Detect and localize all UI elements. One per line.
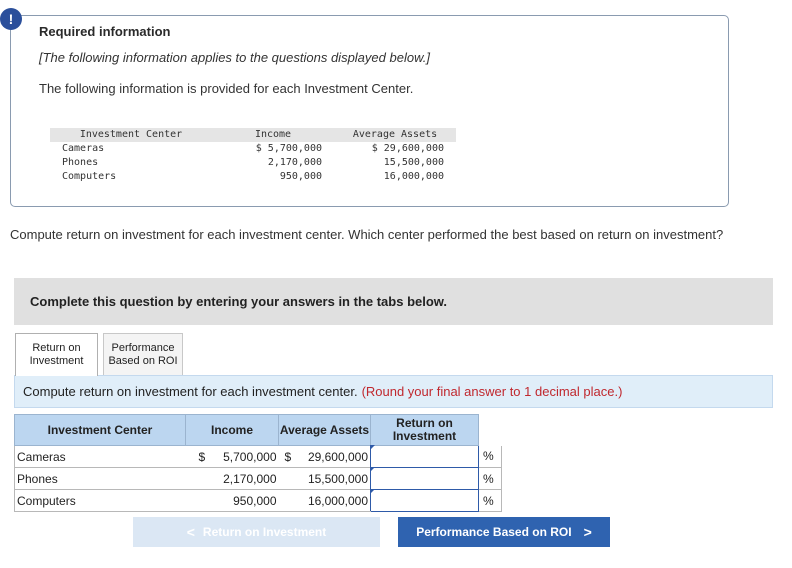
info-cell-name: Cameras — [62, 143, 105, 154]
row-income: $5,700,000 — [185, 445, 279, 468]
info-cell-income: $ 5,700,000 — [255, 143, 322, 154]
next-tab-button[interactable]: Performance Based on ROI > — [398, 517, 610, 547]
previous-tab-button[interactable]: < Return on Investment — [133, 517, 380, 547]
roi-input-cameras[interactable] — [371, 447, 478, 466]
table-row: Cameras $5,700,000 $29,600,000 % — [14, 445, 502, 468]
roi-input-cell — [370, 445, 479, 468]
row-assets: $29,600,000 — [278, 445, 371, 468]
tab-label-line2: Investment — [29, 355, 84, 367]
info-cell-income: 950,000 — [279, 171, 322, 182]
required-info-note: [The following information applies to th… — [39, 50, 430, 65]
previous-tab-label: Return on Investment — [202, 525, 327, 539]
tab-label-line1: Return on — [32, 342, 81, 354]
required-info-panel — [10, 15, 729, 207]
answer-table: Investment Center Income Average Assets … — [14, 414, 502, 512]
instruction-bar: Compute return on investment for each in… — [14, 375, 773, 408]
table-row: Computers 950,000 16,000,000 % — [14, 489, 502, 512]
assets-value: 29,600,000 — [307, 449, 368, 464]
header-roi-line1: Return on — [396, 416, 453, 430]
assets-value: 16,000,000 — [307, 493, 368, 508]
tab-label-line2: Based on ROI — [108, 354, 178, 367]
roi-input-computers[interactable] — [371, 491, 478, 510]
info-table-header: Investment Center Income Average Assets — [50, 128, 456, 142]
input-flag-icon — [370, 445, 375, 450]
row-assets: 15,500,000 — [278, 467, 371, 490]
roi-input-cell — [370, 467, 479, 490]
row-income: 2,170,000 — [185, 467, 279, 490]
info-data-table: Investment Center Income Average Assets … — [50, 128, 456, 184]
tab-performance-based-on-roi[interactable]: Performance Based on ROI — [103, 333, 183, 375]
header-investment-center: Investment Center — [14, 414, 186, 446]
instruction-text: Compute return on investment for each in… — [23, 384, 358, 399]
header-return-on-investment: Return on Investment — [370, 414, 479, 446]
income-value: 5,700,000 — [223, 449, 277, 464]
row-name: Phones — [14, 467, 186, 490]
question-text: Compute return on investment for each in… — [10, 227, 724, 242]
complete-banner: Complete this question by entering your … — [14, 278, 773, 325]
table-row: Phones 2,170,000 15,500,000 % — [14, 467, 502, 490]
input-flag-icon — [370, 467, 375, 472]
tab-label-line1: Performance — [111, 341, 175, 354]
input-flag-icon — [370, 489, 375, 494]
next-tab-label: Performance Based on ROI — [416, 525, 572, 539]
row-name: Computers — [14, 489, 186, 512]
header-roi-line2: Investment — [392, 429, 457, 443]
rounding-note: (Round your final answer to 1 decimal pl… — [361, 384, 623, 399]
answer-table-header: Investment Center Income Average Assets … — [14, 414, 501, 446]
required-info-title: Required information — [39, 24, 171, 39]
roi-input-cell — [370, 489, 479, 512]
header-income: Income — [185, 414, 279, 446]
table-row: Cameras $ 5,700,000 $ 29,600,000 — [50, 142, 456, 156]
complete-banner-text: Complete this question by entering your … — [30, 294, 448, 309]
chevron-right-icon: > — [583, 524, 592, 540]
row-name: Cameras — [14, 445, 186, 468]
info-cell-assets: 15,500,000 — [383, 157, 444, 168]
row-income: 950,000 — [185, 489, 279, 512]
required-info-description: The following information is provided fo… — [39, 81, 414, 96]
income-currency: $ — [198, 449, 206, 464]
info-cell-name: Computers — [62, 171, 117, 182]
chevron-left-icon: < — [186, 524, 195, 540]
header-average-assets: Average Assets — [278, 414, 371, 446]
info-header-center: Investment Center — [50, 128, 212, 142]
assets-value: 15,500,000 — [307, 471, 368, 486]
tab-return-on-investment[interactable]: Return on Investment — [15, 333, 98, 376]
table-row: Phones 2,170,000 15,500,000 — [50, 156, 456, 170]
info-header-assets: Average Assets — [334, 128, 456, 142]
info-cell-assets: $ 29,600,000 — [371, 143, 444, 154]
alert-icon: ! — [0, 8, 22, 30]
roi-input-phones[interactable] — [371, 469, 478, 488]
assets-currency: $ — [284, 449, 292, 464]
info-cell-income: 2,170,000 — [267, 157, 322, 168]
table-row: Computers 950,000 16,000,000 — [50, 170, 456, 184]
roi-unit: % — [478, 489, 502, 512]
info-header-income: Income — [212, 128, 334, 142]
info-cell-assets: 16,000,000 — [383, 171, 444, 182]
info-cell-name: Phones — [62, 157, 99, 168]
roi-unit: % — [478, 445, 502, 468]
roi-unit: % — [478, 467, 502, 490]
income-value: 950,000 — [233, 493, 277, 508]
header-unit-spacer — [478, 414, 501, 446]
income-value: 2,170,000 — [223, 471, 277, 486]
row-assets: 16,000,000 — [278, 489, 371, 512]
